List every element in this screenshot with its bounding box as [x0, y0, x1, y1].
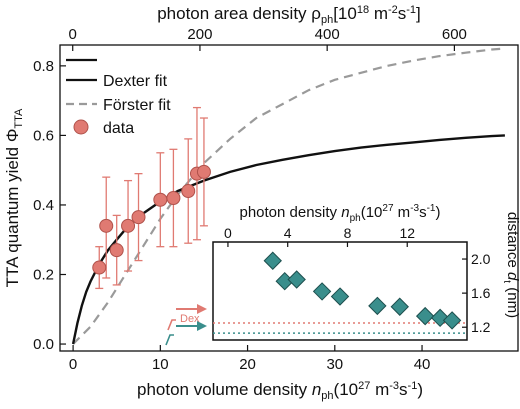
x-tick-label: 10 [152, 356, 169, 373]
dexter-reference-arrow: Dex [167, 304, 207, 331]
data-point [166, 191, 181, 205]
legend: Dexter fit Förster fit data [66, 58, 171, 137]
top-x-tick-label: 200 [187, 26, 212, 43]
inset-y-tick-label: 1.2 [471, 319, 491, 335]
inset-x-axis-label: photon density nph(1027 m-3s-1) [239, 203, 440, 224]
data-point [121, 218, 136, 233]
top-x-axis-label: photon area density ρph[1018 m-2s-1] [157, 4, 421, 26]
dexter-reference-label: Dex [180, 313, 200, 325]
inset-x-axis: 0 4 8 12 [224, 225, 415, 247]
y-tick-label: 0.8 [33, 58, 54, 75]
legend-forster-fit-label: Förster fit [103, 97, 171, 114]
data-point [181, 184, 196, 199]
y-tick-label: 0.0 [33, 336, 54, 353]
inset-data-point [442, 311, 462, 330]
inset-data-point [430, 308, 450, 328]
legend-data-label: data [103, 120, 134, 137]
main-y-axis: 0.0 0.2 0.4 0.6 0.8 [33, 58, 66, 353]
top-x-tick-label: 600 [442, 26, 467, 43]
inset-series-layer [213, 251, 467, 334]
forster-reference-arrow [165, 321, 207, 346]
inset-data-point [390, 297, 409, 316]
inset-x-tick-label: 0 [224, 225, 232, 241]
main-y-axis-label: TTA quantum yield ΦTTA [3, 108, 25, 287]
y-tick-label: 0.2 [33, 267, 54, 284]
inset-data-point [287, 270, 306, 289]
data-point [92, 260, 107, 275]
main-x-axis-label: photon volume density nph(1027 m-3s-1) [137, 380, 423, 402]
y-tick-label: 0.6 [33, 127, 54, 144]
inset-data-point [415, 306, 435, 326]
inset-data-point [263, 251, 282, 270]
inset-y-axis: 2.0 1.6 1.2 [462, 251, 491, 335]
inset-data-point [330, 287, 350, 306]
top-x-axis: 0 200 400 600 [69, 26, 467, 51]
inset-y-axis-label: distance dt (nm) [501, 212, 520, 318]
data-point [131, 210, 146, 225]
inset: 0 4 8 12 2.0 1.6 1.2 photon density nph(1027 … [165, 203, 520, 346]
legend-dexter-fit-label: Dexter fit [103, 73, 168, 90]
inset-x-tick-label: 8 [344, 225, 352, 241]
data-point [109, 243, 124, 258]
x-tick-label: 30 [326, 356, 343, 373]
x-tick-label: 40 [414, 356, 431, 373]
y-tick-label: 0.4 [33, 197, 54, 214]
inset-x-tick-label: 12 [399, 225, 415, 241]
inset-y-tick-label: 2.0 [471, 251, 491, 267]
x-tick-label: 0 [69, 356, 77, 373]
legend-data-marker [73, 119, 89, 135]
x-tick-label: 20 [239, 356, 256, 373]
main-series-layer [71, 47, 505, 345]
data-point [196, 164, 211, 179]
inset-x-tick-label: 4 [284, 225, 292, 241]
inset-data-point [368, 296, 387, 316]
top-x-tick-label: 0 [69, 26, 77, 43]
inset-y-tick-label: 1.6 [471, 285, 491, 301]
main-plot-frame [59, 44, 519, 352]
main-x-axis: 0 10 20 30 40 [69, 345, 430, 373]
inset-data-point [312, 282, 332, 301]
data-point [153, 192, 168, 207]
top-x-tick-label: 400 [315, 26, 340, 43]
data-point [99, 218, 114, 233]
